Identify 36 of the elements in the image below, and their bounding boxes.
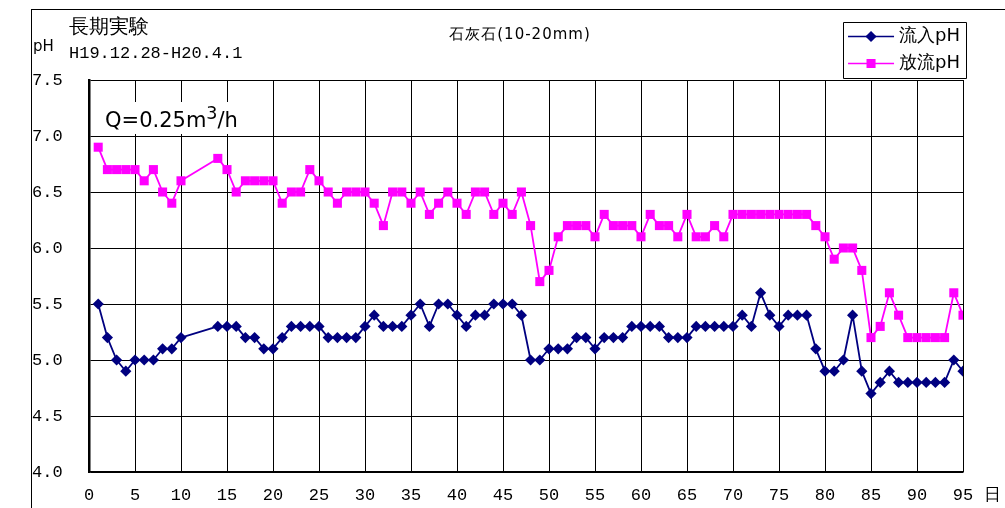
y-axis-title: pH (33, 37, 54, 55)
y-tick-label: 7.5 (32, 70, 63, 90)
chart-title: 石灰石(10-20mm) (448, 25, 592, 43)
x-tick-label: 25 (308, 485, 330, 505)
text: 長期実験 (69, 14, 149, 38)
x-tick-label: 80 (814, 485, 836, 505)
legend-label: 放流pH (899, 51, 961, 73)
text: H19.12.28-H20.4.1 (69, 44, 243, 64)
legend-label: 流入pH (899, 24, 961, 46)
x-tick-label: 75 (768, 485, 790, 505)
y-tick-label: 5.0 (32, 350, 63, 370)
y-tick-label: 6.0 (32, 238, 63, 258)
y-tick-label: 4.0 (32, 462, 63, 482)
x-tick-label: 90 (906, 485, 928, 505)
x-tick-label: 70 (722, 485, 744, 505)
annotation: Q=0.25m$^{3}$/h (102, 102, 241, 135)
x-tick-label: 20 (262, 485, 284, 505)
x-tick-label: 85 (860, 485, 882, 505)
y-tick-label: 4.5 (32, 406, 63, 426)
x-axis-title: 日 (984, 484, 1001, 504)
x-tick-label: 65 (676, 485, 698, 505)
x-tick-label: 60 (630, 485, 652, 505)
y-tick-label: 7.0 (32, 126, 63, 146)
x-tick-label: 45 (492, 485, 514, 505)
y-tick-label: 6.5 (32, 182, 63, 202)
x-tick-label: 35 (400, 485, 422, 505)
x-tick-label: 15 (216, 485, 238, 505)
x-tick-label: 30 (354, 485, 376, 505)
x-tick-label: 40 (446, 485, 468, 505)
x-tick-label: 5 (129, 485, 141, 505)
x-tick-label: 95 (952, 485, 974, 505)
y-tick-label: 5.5 (32, 294, 63, 314)
x-tick-label: 10 (170, 485, 192, 505)
x-tick-label: 0 (83, 485, 95, 505)
x-tick-label: 50 (538, 485, 560, 505)
x-tick-label: 55 (584, 485, 606, 505)
